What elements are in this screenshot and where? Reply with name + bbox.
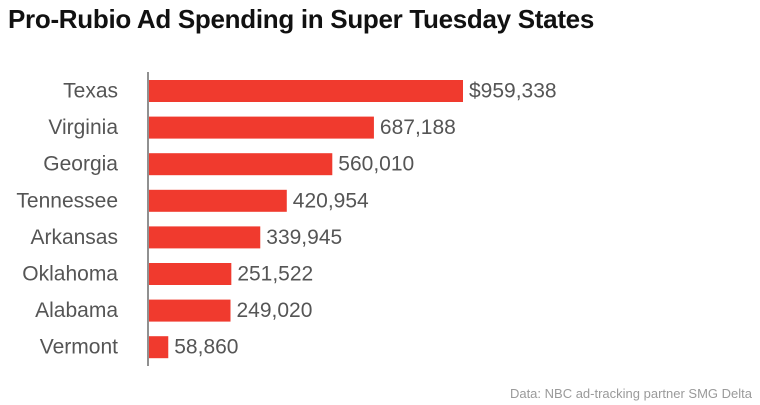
bar-tennessee bbox=[149, 189, 287, 212]
value-label-tennessee: 420,954 bbox=[293, 189, 369, 212]
category-label-texas: Texas bbox=[63, 80, 118, 103]
category-label-virginia: Virginia bbox=[48, 116, 118, 139]
value-label-vermont: 58,860 bbox=[174, 336, 238, 359]
bar-vermont bbox=[149, 336, 169, 359]
value-label-alabama: 249,020 bbox=[237, 299, 313, 322]
chart-title: Pro-Rubio Ad Spending in Super Tuesday S… bbox=[8, 4, 594, 34]
category-label-tennessee: Tennessee bbox=[16, 189, 118, 212]
category-label-vermont: Vermont bbox=[40, 336, 118, 359]
bars-group: Texas $959,338 Virginia 687,188 Georgia 560,0… bbox=[16, 80, 556, 359]
bar-virginia bbox=[149, 116, 374, 139]
category-label-alabama: Alabama bbox=[35, 299, 118, 322]
value-label-georgia: 560,010 bbox=[338, 153, 414, 176]
source-note: Data: NBC ad-tracking partner SMG Delta bbox=[509, 386, 752, 401]
value-label-virginia: 687,188 bbox=[380, 116, 456, 139]
category-label-arkansas: Arkansas bbox=[30, 226, 118, 249]
bar-arkansas bbox=[149, 226, 261, 249]
bar-alabama bbox=[149, 299, 231, 322]
category-label-oklahoma: Oklahoma bbox=[22, 263, 118, 286]
bar-oklahoma bbox=[149, 263, 232, 285]
value-label-texas: $959,338 bbox=[469, 80, 557, 103]
value-label-arkansas: 339,945 bbox=[266, 226, 342, 249]
bar-georgia bbox=[149, 153, 333, 176]
value-label-oklahoma: 251,522 bbox=[237, 263, 313, 286]
bar-texas bbox=[149, 80, 463, 102]
category-label-georgia: Georgia bbox=[43, 153, 118, 176]
